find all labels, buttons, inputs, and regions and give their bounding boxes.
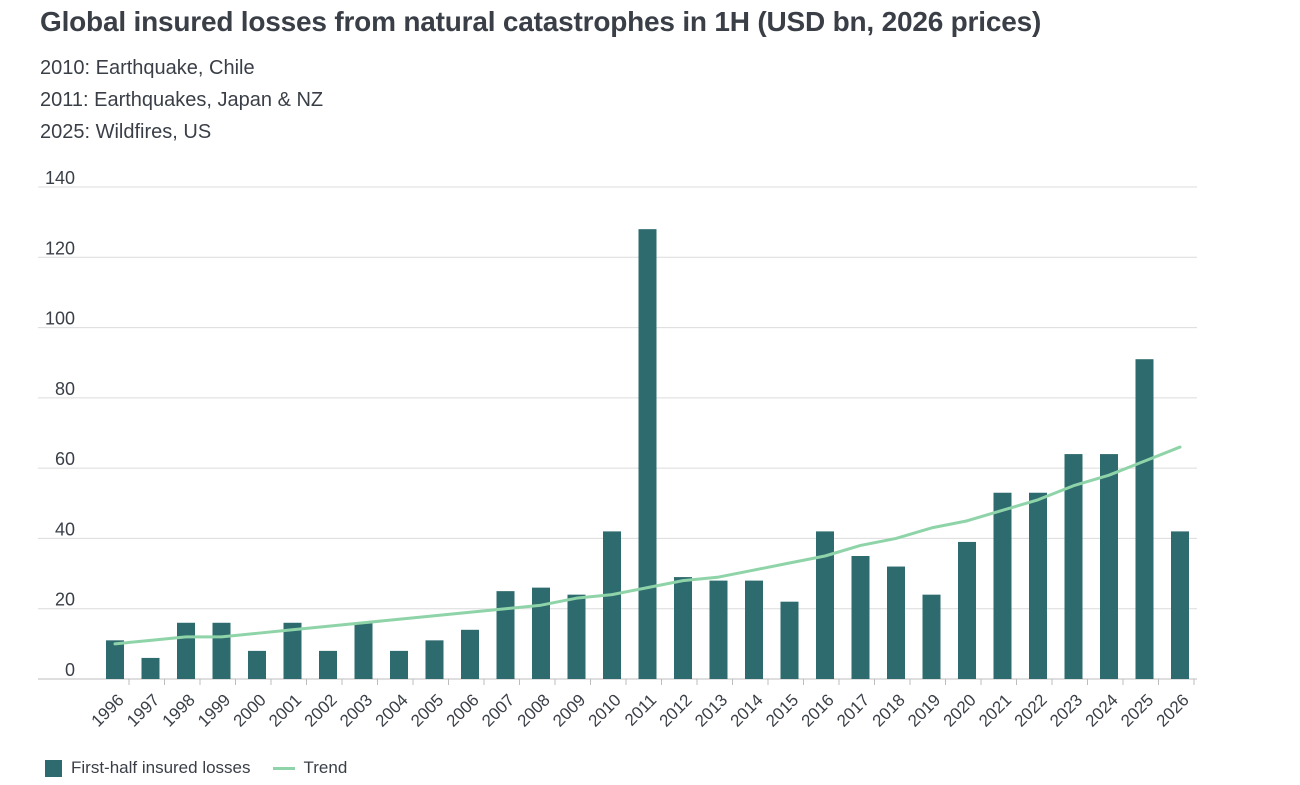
bar-2025 xyxy=(1135,359,1154,679)
x-tick-label-2012: 2012 xyxy=(656,690,696,730)
x-tick-label-2019: 2019 xyxy=(904,690,944,730)
x-tick-label-2014: 2014 xyxy=(727,690,767,730)
note-2010: 2010: Earthquake, Chile xyxy=(40,57,255,79)
bar-1996 xyxy=(106,640,124,679)
y-tick-label: 140 xyxy=(45,168,75,188)
x-tick-label-2000: 2000 xyxy=(230,690,270,730)
x-tick-label-2018: 2018 xyxy=(869,690,909,730)
x-tick-label-2009: 2009 xyxy=(549,690,589,730)
x-tick-label-2005: 2005 xyxy=(407,690,447,730)
x-tick-label-2008: 2008 xyxy=(514,690,554,730)
bar-2014 xyxy=(745,580,763,679)
y-tick-label: 60 xyxy=(55,449,75,469)
x-tick-label-2011: 2011 xyxy=(621,690,660,729)
x-tick-label-2001: 2001 xyxy=(265,690,305,730)
legend-trend-label: Trend xyxy=(303,758,348,777)
trend-layer xyxy=(113,445,1182,646)
bar-2011 xyxy=(638,229,657,679)
bar-2024 xyxy=(1100,454,1118,679)
x-tick-label-2026: 2026 xyxy=(1153,690,1193,730)
x-tick-label-2007: 2007 xyxy=(478,690,518,730)
bar-1998 xyxy=(177,622,195,679)
chart-notes: 2010: Earthquake, Chile 2011: Earthquake… xyxy=(40,52,323,148)
trend-line xyxy=(113,445,1182,646)
bar-2013 xyxy=(709,580,728,679)
bar-1999 xyxy=(212,622,231,679)
legend-bars-label: First-half insured losses xyxy=(71,758,251,777)
bar-2000 xyxy=(248,650,266,679)
x-tick-label-1999: 1999 xyxy=(194,690,234,730)
x-tick-label-2003: 2003 xyxy=(336,690,376,730)
bar-2008 xyxy=(532,587,550,679)
x-tick-label-2004: 2004 xyxy=(372,690,412,730)
bar-2003 xyxy=(354,622,373,679)
chart-title: Global insured losses from natural catas… xyxy=(40,6,1042,37)
bar-2017 xyxy=(851,556,870,679)
x-tick-label-2022: 2022 xyxy=(1011,690,1051,730)
legend-item-trend: Trend xyxy=(272,758,348,778)
x-tick-label-2025: 2025 xyxy=(1117,690,1157,730)
bar-2001 xyxy=(283,622,302,679)
x-tick-label-2024: 2024 xyxy=(1082,690,1122,730)
x-tick-label-1996: 1996 xyxy=(88,690,128,730)
bar-2012 xyxy=(674,577,692,679)
bar-2022 xyxy=(1029,492,1047,679)
y-tick-label: 120 xyxy=(45,238,75,258)
bar-2019 xyxy=(922,594,941,679)
bar-2018 xyxy=(887,566,905,679)
note-2025: 2025: Wildfires, US xyxy=(40,121,212,143)
bar-2020 xyxy=(958,541,976,679)
x-tick-label-2015: 2015 xyxy=(762,690,802,730)
x-tick-label-2010: 2010 xyxy=(585,690,625,730)
x-tick-label-2017: 2017 xyxy=(833,690,873,730)
x-tick-label-2016: 2016 xyxy=(798,690,838,730)
bar-2005 xyxy=(425,640,444,679)
bar-2002 xyxy=(319,650,337,679)
bar-2004 xyxy=(390,650,408,679)
bar-2016 xyxy=(816,531,834,679)
bars xyxy=(106,229,1189,679)
y-tick-label: 0 xyxy=(65,660,75,680)
x-tick-label-2023: 2023 xyxy=(1046,690,1086,730)
bar-2021 xyxy=(993,492,1012,679)
legend-trend-swatch xyxy=(272,766,295,770)
x-axis-ticks: 1996199719981999200020012002200320042005… xyxy=(88,679,1195,731)
x-tick-label-2021: 2021 xyxy=(975,690,1015,730)
x-tick-label-2020: 2020 xyxy=(940,690,980,730)
bar-2015 xyxy=(780,601,799,679)
x-tick-label-2013: 2013 xyxy=(691,690,731,730)
y-tick-label: 20 xyxy=(55,590,75,610)
legend-item-bars: First-half insured losses xyxy=(45,758,251,778)
y-tick-label: 100 xyxy=(45,309,75,329)
y-tick-label: 40 xyxy=(55,519,75,539)
bar-1997 xyxy=(141,657,160,679)
bar-2007 xyxy=(496,591,515,679)
x-tick-label-2006: 2006 xyxy=(443,690,483,730)
bar-2023 xyxy=(1064,454,1083,679)
bar-2006 xyxy=(461,629,479,679)
bar-2010 xyxy=(603,531,621,679)
x-tick-label-2002: 2002 xyxy=(301,690,341,730)
bar-2009 xyxy=(567,594,586,679)
bar-2026 xyxy=(1171,531,1189,679)
y-axis-ticks: 0 20 40 60 80 100 120 140 xyxy=(45,168,75,680)
x-tick-label-1997: 1997 xyxy=(123,690,163,730)
legend: First-half insured losses Trend xyxy=(45,758,369,778)
note-2011: 2011: Earthquakes, Japan & NZ xyxy=(40,89,324,111)
x-tick-label-1998: 1998 xyxy=(159,690,199,730)
y-tick-label: 80 xyxy=(55,379,75,399)
legend-bar-swatch xyxy=(45,759,62,777)
